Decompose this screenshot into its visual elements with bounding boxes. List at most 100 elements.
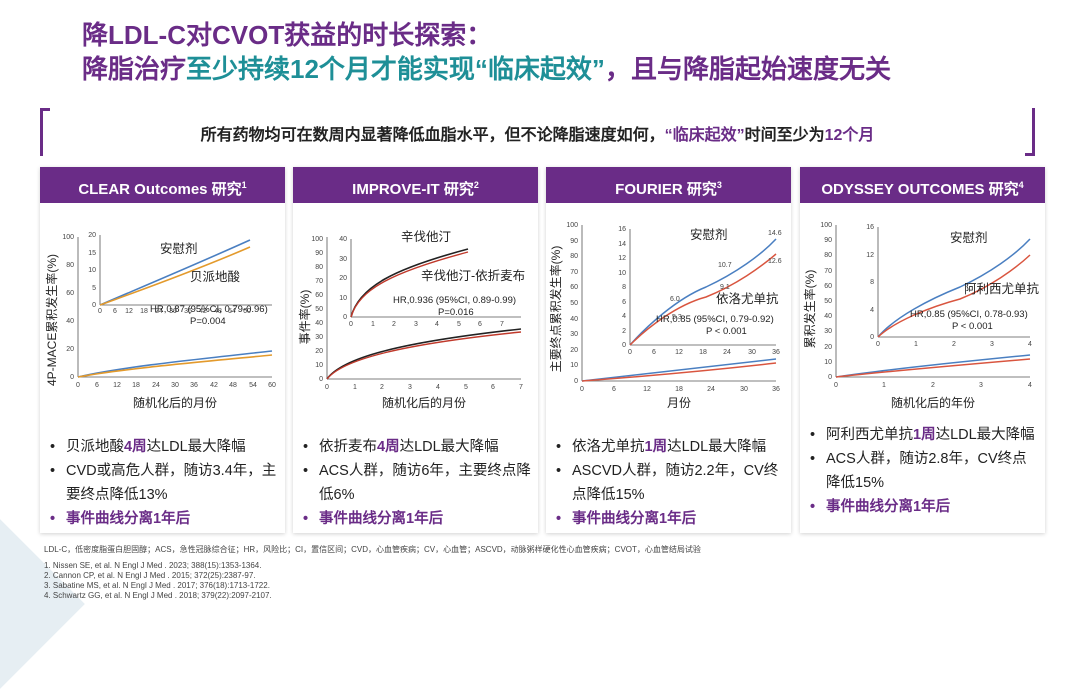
inset-x-tick: 18 bbox=[699, 349, 707, 356]
x-tick: 0 bbox=[580, 386, 584, 393]
x-ticks: 0 1 2 3 4 bbox=[834, 382, 1032, 389]
inset-x-tick: 0 bbox=[876, 341, 880, 348]
hazard-ratio-text: HR,0.85 (95%CI, 0.78-0.93) bbox=[910, 309, 1028, 320]
x-tick: 5 bbox=[464, 384, 468, 391]
bullet-item: ACS人群，随访2.8年，CV终点降低15% bbox=[810, 447, 1039, 495]
callout-text: 所有药物均可在数周内显著降低血脂水平，但不论降脂速度如何，“临床起效”时间至少为… bbox=[40, 121, 1035, 145]
bullet-text: ACS人群，随访2.8年，CV终点降低15% bbox=[826, 451, 1027, 491]
chart-odyssey-outcomes: 累积发生率(%) 0 10 20 30 40 50 60 70 80 90 10… bbox=[802, 222, 1040, 410]
x-tick: 42 bbox=[210, 382, 218, 389]
x-tick: 2 bbox=[931, 382, 935, 389]
y-ticks: 0 10 20 30 40 50 60 70 80 90 100 bbox=[311, 236, 323, 383]
y-tick: 60 bbox=[315, 292, 323, 299]
inset-series-alirocumab bbox=[877, 254, 1031, 338]
p-value-text: P=0.004 bbox=[190, 316, 226, 327]
main-series-combo bbox=[326, 331, 522, 380]
inset-y-ticks: 0 4 8 12 16 bbox=[866, 224, 874, 341]
panel-header-text: FOURIER 研究 bbox=[615, 181, 717, 198]
x-ticks: 0 6 12 18 24 30 36 bbox=[580, 386, 780, 393]
bullet-text: 贝派地酸 bbox=[66, 439, 124, 455]
inset-y-tick: 4 bbox=[622, 313, 626, 320]
x-tick: 48 bbox=[229, 382, 237, 389]
x-ticks: 0 1 2 3 4 5 6 7 bbox=[325, 384, 523, 391]
inset-y-tick: 30 bbox=[339, 256, 347, 263]
x-tick: 36 bbox=[772, 386, 780, 393]
inset-x-tick: 6 bbox=[652, 349, 656, 356]
inset-x-ticks: 0 6 12 18 24 30 36 42 48 54 60 bbox=[98, 308, 251, 315]
inset-y-tick: 20 bbox=[88, 232, 96, 239]
key-message-callout: 所有药物均可在数周内显著降低血脂水平，但不论降脂速度如何，“临床起效”时间至少为… bbox=[40, 108, 1035, 156]
x-axis-label: 随机化后的月份 bbox=[133, 395, 217, 410]
annotation-value: 5.3 bbox=[672, 314, 682, 321]
inset-y-tick: 10 bbox=[339, 295, 347, 302]
bullet-key-text: 事件曲线分离1年后 bbox=[826, 499, 951, 515]
inset-x-tick: 4 bbox=[435, 321, 439, 328]
y-tick: 70 bbox=[315, 278, 323, 285]
y-tick: 80 bbox=[824, 252, 832, 259]
bullet-text: 达LDL最大降幅 bbox=[667, 439, 767, 455]
bullet-text: 依洛尤单抗 bbox=[572, 439, 645, 455]
bullet-item: 阿利西尤单抗1周达LDL最大降幅 bbox=[810, 423, 1039, 447]
bullet-highlight: 4周 bbox=[377, 439, 400, 455]
inset-x-tick: 3 bbox=[414, 321, 418, 328]
callout-bracket-right bbox=[1025, 108, 1035, 156]
panel-header-text: ODYSSEY OUTCOMES 研究 bbox=[821, 181, 1019, 198]
panel-bullets: 依折麦布4周达LDL最大降幅 ACS人群，随访6年，主要终点降低6% 事件曲线分… bbox=[303, 435, 532, 531]
inset-x-ticks: 0 6 12 18 24 30 36 bbox=[628, 349, 780, 356]
annotation-value: 12.6 bbox=[768, 258, 782, 265]
panel-header: IMPROVE-IT 研究2 bbox=[293, 167, 538, 203]
y-tick: 100 bbox=[311, 236, 323, 243]
y-tick: 90 bbox=[315, 250, 323, 257]
inset-series-placebo bbox=[877, 238, 1031, 338]
inset-y-tick: 6 bbox=[622, 299, 626, 306]
inset-x-tick: 54 bbox=[228, 308, 236, 315]
panel-header-text: IMPROVE-IT 研究 bbox=[352, 181, 474, 198]
inset-y-tick: 0 bbox=[343, 314, 347, 321]
y-tick: 100 bbox=[566, 222, 578, 229]
inset-x-tick: 6 bbox=[478, 321, 482, 328]
x-tick: 24 bbox=[152, 382, 160, 389]
y-tick: 50 bbox=[570, 300, 578, 307]
y-ticks: 0 10 20 30 40 50 60 70 80 90 100 bbox=[820, 222, 832, 381]
x-tick: 2 bbox=[380, 384, 384, 391]
reference-item: 4. Schwartz GG, et al. N Engl J Med . 20… bbox=[44, 591, 272, 600]
inset-y-tick: 8 bbox=[870, 279, 874, 286]
inset-x-tick: 3 bbox=[990, 341, 994, 348]
inset-x-tick: 60 bbox=[243, 308, 251, 315]
inset-y-tick: 2 bbox=[622, 328, 626, 335]
main-series-bempedoic bbox=[77, 354, 273, 378]
bullet-key-text: 事件曲线分离1年后 bbox=[66, 511, 191, 527]
x-tick: 3 bbox=[979, 382, 983, 389]
bullet-item: 贝派地酸4周达LDL最大降幅 bbox=[50, 435, 279, 459]
y-tick: 90 bbox=[570, 238, 578, 245]
title-line-1: 降LDL-C对CVOT获益的时长探索： bbox=[82, 20, 493, 50]
y-tick: 80 bbox=[570, 253, 578, 260]
abbreviations-footnote: LDL-C，低密度脂蛋白胆固醇；ACS，急性冠脉综合征；HR，风险比；CI，置信… bbox=[44, 545, 701, 554]
inset-x-tick: 18 bbox=[140, 308, 148, 315]
x-tick: 0 bbox=[76, 382, 80, 389]
bullet-text: 达LDL最大降幅 bbox=[399, 439, 499, 455]
inset-y-tick: 10 bbox=[618, 270, 626, 277]
title-line-2-a: 降脂治疗 bbox=[82, 54, 187, 84]
bullet-item-key: 事件曲线分离1年后 bbox=[810, 495, 1039, 519]
inset-series-combo bbox=[350, 251, 469, 318]
panel-header-text: CLEAR Outcomes 研究 bbox=[78, 181, 242, 198]
bullet-item-key: 事件曲线分离1年后 bbox=[303, 507, 532, 531]
x-axis-label: 随机化后的月份 bbox=[382, 395, 466, 410]
y-tick: 0 bbox=[70, 374, 74, 381]
bullet-highlight: 4周 bbox=[124, 439, 147, 455]
y-ticks: 0 20 40 60 80 100 bbox=[62, 234, 74, 381]
x-axis-label: 月份 bbox=[667, 396, 691, 410]
y-tick: 20 bbox=[570, 347, 578, 354]
chart-fourier: 主要终点累积发生率(%) 0 10 20 30 40 50 60 70 80 9… bbox=[548, 222, 782, 410]
y-axis-label: 主要终点累积发生率(%) bbox=[548, 246, 563, 373]
x-tick: 1 bbox=[882, 382, 886, 389]
inset-x-tick: 12 bbox=[125, 308, 133, 315]
x-tick: 1 bbox=[353, 384, 357, 391]
x-tick: 60 bbox=[268, 382, 276, 389]
x-tick: 6 bbox=[612, 386, 616, 393]
panel-bullets: 依洛尤单抗1周达LDL最大降幅 ASCVD人群，随访2.2年，CV终点降低15%… bbox=[556, 435, 785, 531]
panel-odyssey-outcomes: ODYSSEY OUTCOMES 研究4 累积发生率(%) 0 10 20 30… bbox=[800, 167, 1045, 533]
panel-header: ODYSSEY OUTCOMES 研究4 bbox=[800, 167, 1045, 203]
series-label-placebo: 安慰剂 bbox=[160, 241, 198, 256]
